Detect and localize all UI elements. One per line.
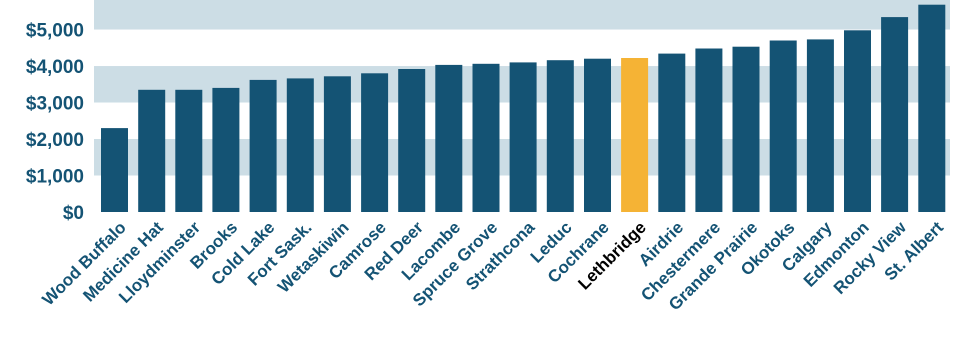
bar (138, 89, 166, 212)
bar (769, 40, 797, 212)
bar (695, 48, 723, 212)
bar (212, 87, 240, 212)
bar (881, 17, 909, 212)
bars (101, 4, 946, 213)
bar (509, 62, 537, 213)
y-tick-label: $2,000 (26, 130, 84, 151)
bar (918, 4, 946, 213)
bar (472, 63, 500, 212)
y-tick-label: $0 (63, 203, 84, 224)
bar (658, 53, 686, 212)
bar (546, 60, 574, 213)
bar (323, 76, 351, 212)
y-tick-label: $3,000 (26, 94, 84, 115)
bar (361, 73, 389, 212)
bar (286, 78, 314, 213)
grid-band (94, 0, 950, 30)
bar (435, 64, 463, 213)
bar (398, 69, 426, 212)
y-tick-label: $5,000 (26, 21, 84, 42)
y-tick-label: $4,000 (26, 57, 84, 78)
bar (101, 128, 128, 212)
bar (806, 39, 834, 213)
bar (584, 58, 611, 213)
bar-highlighted (621, 58, 649, 212)
bar (249, 79, 277, 213)
bar (732, 46, 760, 213)
y-tick-label: $1,000 (26, 167, 84, 188)
bar (175, 89, 203, 212)
bar (844, 30, 871, 212)
y-axis-ticks: $0 $1,000 $2,000 $3,000 $4,000 $5,000 (26, 21, 84, 224)
